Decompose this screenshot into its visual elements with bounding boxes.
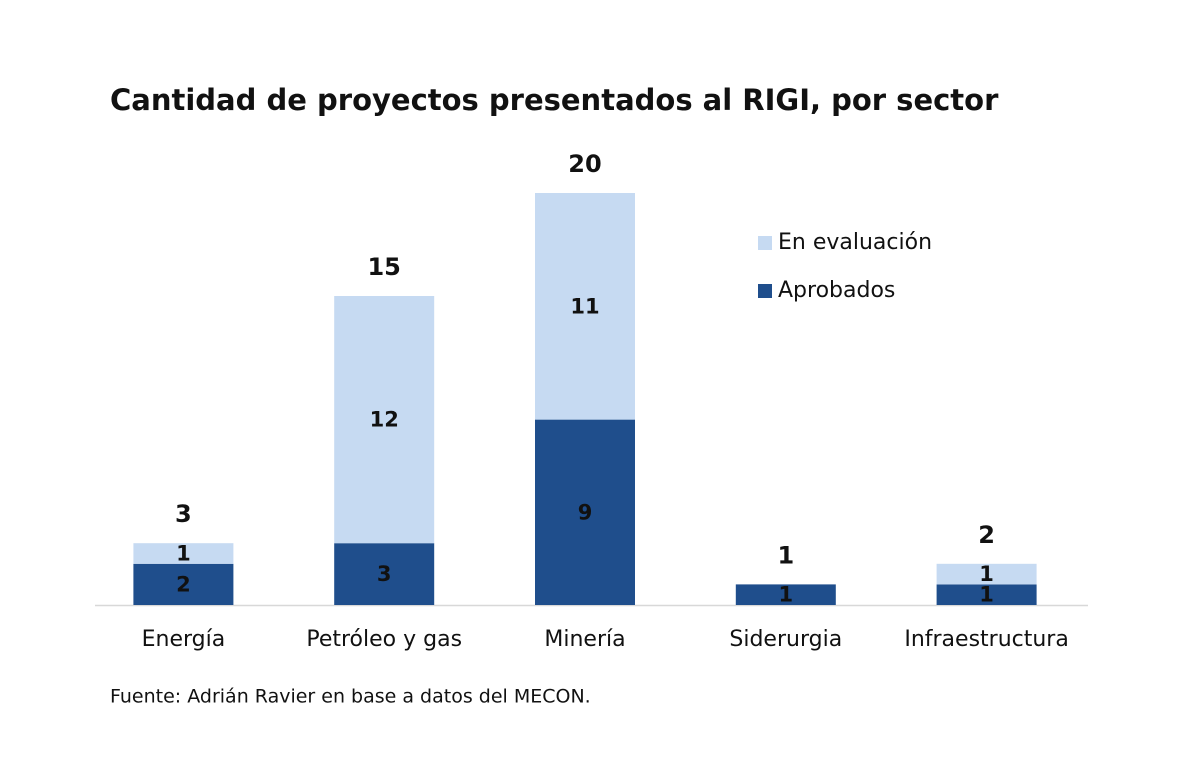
- bar-segment: [936, 584, 1037, 605]
- legend-label: Aprobados: [778, 278, 895, 303]
- total-label: 1: [777, 541, 794, 569]
- segment-label: 1: [979, 562, 994, 586]
- x-tick-label: Siderurgia: [729, 627, 842, 652]
- x-tick-label: Minería: [544, 627, 625, 652]
- bar-segment: [334, 543, 435, 605]
- total-label: 3: [175, 500, 192, 528]
- total-label: 20: [568, 150, 601, 178]
- bar-segment: [133, 543, 234, 564]
- segment-label: 9: [578, 500, 593, 524]
- chart-title: Cantidad de proyectos presentados al RIG…: [110, 83, 999, 117]
- bar-segment: [735, 584, 836, 605]
- x-tick-label: Petróleo y gas: [306, 627, 462, 652]
- segment-label: 12: [370, 408, 399, 432]
- x-tick-label: Infraestructura: [904, 627, 1069, 652]
- segment-label: 2: [176, 572, 191, 596]
- source-note: Fuente: Adrián Ravier en base a datos de…: [110, 686, 591, 708]
- total-label: 15: [367, 253, 400, 281]
- legend-swatch: [758, 284, 772, 298]
- bar-segment: [334, 296, 435, 544]
- legend-swatch: [758, 236, 772, 250]
- segment-label: 11: [570, 294, 599, 318]
- segment-label: 1: [778, 583, 793, 607]
- segment-label: 3: [377, 562, 392, 586]
- bar-segment: [535, 419, 635, 605]
- legend-label: En evaluación: [778, 230, 932, 255]
- bar-segment: [936, 563, 1037, 585]
- total-label: 2: [978, 521, 995, 549]
- segment-label: 1: [176, 542, 191, 566]
- segment-label: 1: [979, 583, 994, 607]
- bar-segment: [535, 193, 635, 420]
- bar-segment: [133, 563, 234, 605]
- x-tick-label: Energía: [142, 627, 226, 652]
